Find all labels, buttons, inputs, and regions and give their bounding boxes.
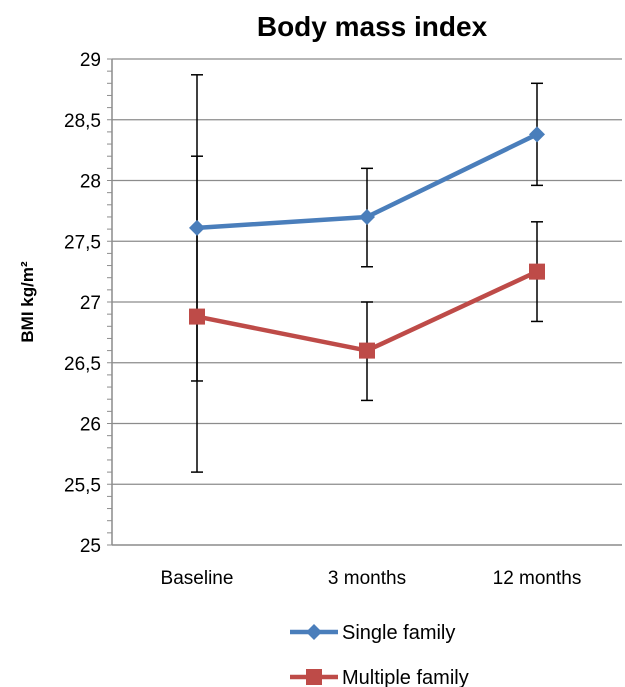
chart-title: Body mass index (257, 11, 488, 42)
diamond-marker (359, 208, 375, 225)
error-bars (191, 74, 543, 473)
y-tick-label: 25 (80, 536, 101, 557)
series-markers (189, 126, 545, 359)
x-tick-label: 3 months (328, 568, 406, 589)
x-tick-label: 12 months (493, 568, 582, 589)
y-tick-labels: 25 25,5 26 26,5 27 27,5 28 28,5 29 (64, 50, 101, 557)
y-tick-label: 28 (80, 172, 101, 193)
square-marker (189, 308, 205, 325)
diamond-marker (189, 219, 205, 236)
axes (107, 58, 622, 546)
square-marker (306, 669, 322, 685)
diamond-marker (306, 624, 322, 640)
y-tick-label: 26,5 (64, 354, 101, 375)
y-tick-label: 26 (80, 415, 101, 436)
legend-label: Multiple family (342, 667, 469, 687)
x-tick-label: Baseline (161, 568, 234, 589)
legend-item: Multiple family (290, 667, 469, 687)
diamond-marker (529, 126, 545, 143)
legend-label: Single family (342, 622, 455, 644)
gridlines (112, 58, 622, 485)
y-tick-label: 27 (80, 293, 101, 314)
legend-item: Single family (290, 622, 455, 644)
y-tick-label: 28,5 (64, 111, 101, 132)
x-tick-labels: Baseline 3 months 12 months (161, 568, 582, 589)
y-tick-label: 29 (80, 50, 101, 71)
square-marker (529, 263, 545, 280)
square-marker (359, 342, 375, 359)
y-tick-label: 27,5 (64, 232, 101, 253)
y-axis-label: BMI kg/m² (18, 261, 37, 343)
y-tick-label: 25,5 (64, 475, 101, 496)
legend: Single family Multiple family (290, 622, 469, 687)
